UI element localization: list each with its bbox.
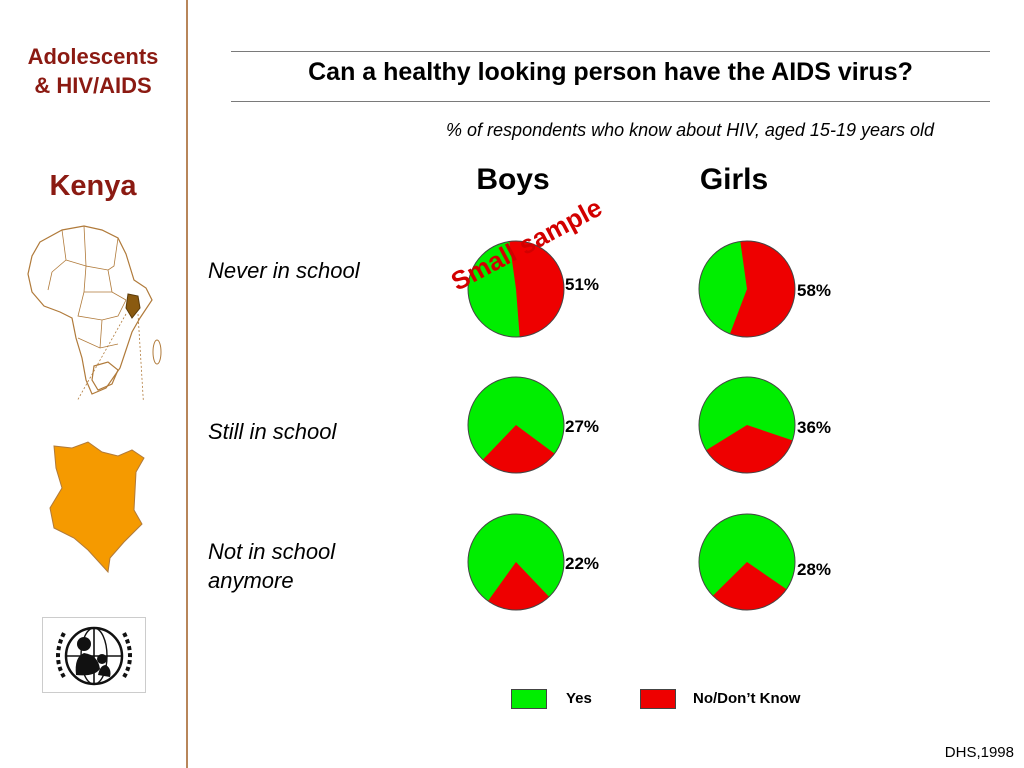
sidebar-title-line-2: & HIV/AIDS <box>34 73 152 98</box>
header-rule-top <box>231 51 990 52</box>
pie-data-label-girls-not-in-school-anymore: 28% <box>797 560 831 579</box>
pie-slice-no-boys-not-in-school-anymore <box>488 562 550 610</box>
legend-swatch-no <box>640 689 676 709</box>
pie-girls-never-in-school: 58% <box>698 240 831 338</box>
pie-slice-no-girls-never-in-school <box>729 241 796 337</box>
row-label-never-in-school: Never in school <box>208 258 360 283</box>
page-title: Can a healthy looking person have the AI… <box>308 58 913 86</box>
page-subtitle: % of respondents who know about HIV, age… <box>446 120 934 140</box>
legend-label-no: No/Don’t Know <box>693 690 801 707</box>
pie-data-label-boys-never-in-school: 51% <box>565 275 599 294</box>
pie-girls-not-in-school-anymore: 28% <box>698 513 831 611</box>
pie-slice-no-boys-never-in-school <box>509 241 564 337</box>
pie-slice-no-girls-not-in-school-anymore <box>712 562 787 610</box>
source-note: DHS,1998 <box>944 744 1014 761</box>
pie-data-label-girls-still-in-school: 36% <box>797 418 831 437</box>
africa-map-icon <box>27 225 162 400</box>
column-header-girls: Girls <box>699 163 769 196</box>
kenya-map-icon <box>49 441 145 574</box>
country-name: Kenya <box>49 170 137 202</box>
pie-girls-still-in-school: 36% <box>698 376 831 474</box>
pie-outline-girls-still-in-school <box>698 376 796 474</box>
pie-slice-no-girls-still-in-school <box>706 425 793 473</box>
pie-boys-never-in-school: 51% <box>467 240 599 338</box>
sidebar-title: Adolescents & HIV/AIDS <box>0 42 186 100</box>
legend-swatch-yes <box>511 689 547 709</box>
pie-data-label-boys-not-in-school-anymore: 22% <box>565 554 599 573</box>
pie-boys-still-in-school: 27% <box>467 376 599 474</box>
pie-data-label-boys-still-in-school: 27% <box>565 417 599 436</box>
pie-slice-no-boys-still-in-school <box>482 425 555 474</box>
sidebar-divider <box>186 0 188 768</box>
pie-outline-boys-never-in-school <box>467 240 565 338</box>
sidebar-title-line-1: Adolescents <box>27 44 159 69</box>
pie-outline-girls-not-in-school-anymore <box>698 513 796 611</box>
pie-boys-not-in-school-anymore: 22% <box>467 513 599 611</box>
pie-outline-girls-never-in-school <box>698 240 796 338</box>
pie-data-label-girls-never-in-school: 58% <box>797 281 831 300</box>
row-label-not-in-school-anymore: Not in school anymore <box>208 539 336 593</box>
pie-outline-boys-not-in-school-anymore <box>467 513 565 611</box>
pie-outline-boys-still-in-school <box>467 376 565 474</box>
header-rule-bottom <box>231 101 990 102</box>
unicef-logo-icon <box>42 617 146 693</box>
row-label-still-in-school: Still in school <box>208 419 337 444</box>
legend-label-yes: Yes <box>566 690 592 707</box>
column-header-boys: Boys <box>476 163 550 196</box>
